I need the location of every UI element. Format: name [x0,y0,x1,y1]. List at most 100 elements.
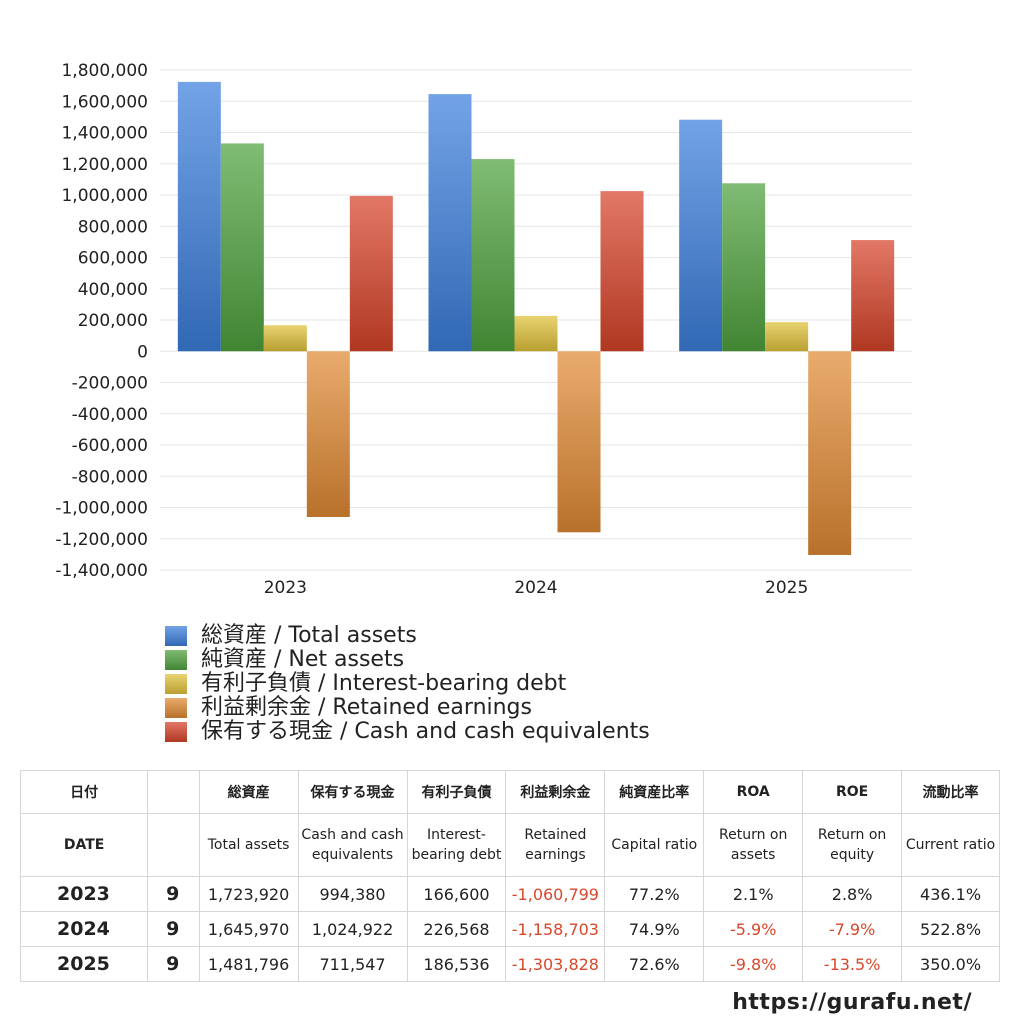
legend-label: 保有する現金 / Cash and cash equivalents [201,719,650,744]
y-tick-label: -200,000 [72,374,148,394]
y-tick-label: -1,200,000 [55,530,148,550]
legend-label: 有利子負債 / Interest-bearing debt [201,671,567,696]
cell-total-assets: 1,723,920 [198,876,299,912]
legend-item: 利益剰余金 / Retained earnings [165,696,650,720]
legend-label: 利益剰余金 / Retained earnings [201,695,532,720]
header-cash-en: Cash and cash equivalents [297,813,408,877]
bar [428,94,472,352]
legend-swatch [165,650,187,670]
cell-debt: 226,568 [406,911,507,947]
legend-label: 純資産 / Net assets [201,647,405,672]
y-tick-label: 1,200,000 [61,155,148,175]
legend-item: 保有する現金 / Cash and cash equivalents [165,720,650,744]
cell-current-ratio: 436.1% [901,876,1000,912]
y-tick-label: 1,400,000 [61,124,148,144]
header-current-ratio-jp: 流動比率 [901,770,1000,814]
bar [765,322,809,352]
cell-current-ratio: 522.8% [901,911,1000,947]
bar [471,159,515,352]
bar [851,240,895,352]
cell-cash: 1,024,922 [297,911,408,947]
bar [263,325,307,352]
cell-roa: -9.8% [703,946,804,982]
legend-item: 総資産 / Total assets [165,624,650,648]
cell-year: 2025 [19,946,149,982]
y-tick-label: 200,000 [78,311,148,331]
header-debt-en: Interest-bearing debt [406,813,507,877]
y-tick-label: -1,400,000 [55,561,148,581]
header-roa-jp: ROA [703,770,804,814]
cell-year: 2024 [19,911,149,947]
header-cash-jp: 保有する現金 [297,770,408,814]
x-tick-label: 2024 [514,578,557,598]
y-tick-label: -1,000,000 [55,499,148,519]
header-retained-jp: 利益剰余金 [505,770,606,814]
cell-roe: 2.8% [802,876,903,912]
y-tick-label: 800,000 [78,217,148,237]
chart-legend: 総資産 / Total assets 純資産 / Net assets 有利子負債 … [165,624,650,744]
header-current-ratio-en: Current ratio [901,813,1000,877]
y-tick-label: 1,800,000 [61,61,148,81]
y-tick-label: 0 [137,342,148,362]
cell-capital-ratio: 77.2% [604,876,705,912]
cell-roa: 2.1% [703,876,804,912]
header-total-assets-jp: 総資産 [198,770,299,814]
table-header-en: DATE Total assets Cash and cash equivale… [19,813,1000,877]
cell-total-assets: 1,645,970 [198,911,299,947]
cell-capital-ratio: 74.9% [604,911,705,947]
cell-retained: -1,303,828 [505,946,606,982]
legend-swatch [165,626,187,646]
x-axis-ticks: 2023 2024 2025 [264,578,809,598]
cell-debt: 166,600 [406,876,507,912]
y-tick-label: -600,000 [72,436,148,456]
cell-roe: -13.5% [802,946,903,982]
table-header-jp: 日付 総資産 保有する現金 有利子負債 利益剰余金 純資産比率 ROA ROE … [19,770,1000,814]
cell-total-assets: 1,481,796 [198,946,299,982]
legend-swatch [165,722,187,742]
gridlines [160,69,912,571]
header-debt-jp: 有利子負債 [406,770,507,814]
bar [349,195,393,352]
legend-item: 有利子負債 / Interest-bearing debt [165,672,650,696]
header-date-jp: 日付 [19,770,149,814]
bar [306,351,350,517]
bar [679,119,723,352]
cell-retained: -1,060,799 [505,876,606,912]
cell-debt: 186,536 [406,946,507,982]
header-month-jp [147,770,200,814]
header-capital-ratio-en: Capital ratio [604,813,705,877]
table-row: 2023 9 1,723,920 994,380 166,600 -1,060,… [19,876,1000,912]
bar [722,183,766,352]
cell-month: 9 [147,946,200,982]
y-axis-ticks: 1,800,000 1,600,000 1,400,000 1,200,000 1,00… [55,61,148,581]
legend-swatch [165,698,187,718]
cell-month: 9 [147,876,200,912]
header-roe-en: Return on equity [802,813,903,877]
header-total-assets-en: Total assets [198,813,299,877]
header-month-en [147,813,200,877]
cell-cash: 994,380 [297,876,408,912]
y-tick-label: 400,000 [78,280,148,300]
cell-year: 2023 [19,876,149,912]
cell-roa: -5.9% [703,911,804,947]
x-tick-label: 2025 [765,578,808,598]
cell-roe: -7.9% [802,911,903,947]
bar [808,351,852,555]
source-url[interactable]: https://gurafu.net/ [732,990,972,1015]
bar [514,315,558,352]
legend-swatch [165,674,187,694]
table-row: 2025 9 1,481,796 711,547 186,536 -1,303,… [19,946,1000,982]
legend-label: 総資産 / Total assets [201,623,417,648]
header-retained-en: Retained earnings [505,813,606,877]
y-tick-label: 600,000 [78,249,148,269]
header-capital-ratio-jp: 純資産比率 [604,770,705,814]
y-tick-label: 1,000,000 [61,186,148,206]
cell-retained: -1,158,703 [505,911,606,947]
cell-capital-ratio: 72.6% [604,946,705,982]
x-tick-label: 2023 [264,578,307,598]
header-roe-jp: ROE [802,770,903,814]
cell-cash: 711,547 [297,946,408,982]
legend-item: 純資産 / Net assets [165,648,650,672]
table-row: 2024 9 1,645,970 1,024,922 226,568 -1,15… [19,911,1000,947]
y-tick-label: -800,000 [72,467,148,487]
